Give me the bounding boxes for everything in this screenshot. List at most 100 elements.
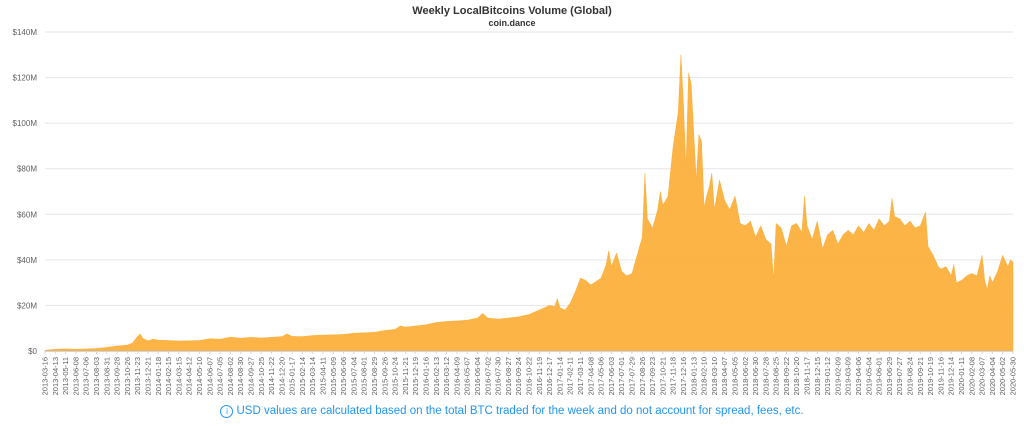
data-point (137, 335, 139, 337)
x-tick-label: 2020-03-07 (978, 357, 987, 395)
data-point (1002, 255, 1004, 257)
data-point (904, 225, 906, 227)
y-tick-label: $40M (17, 256, 37, 265)
data-point (806, 225, 808, 227)
data-point (889, 220, 891, 222)
data-point (724, 200, 726, 202)
data-point (497, 318, 499, 320)
data-point (652, 227, 654, 229)
volume-area-chart: $0 $20M $40M $60M $80M $100M $120M $140M 2013-0… (13, 28, 1018, 395)
data-point (997, 271, 999, 273)
data-point (701, 141, 703, 143)
x-tick-label: 2016-07-30 (494, 357, 503, 395)
x-tick-label: 2014-08-30 (236, 357, 245, 395)
chart-subtitle: coin.dance (488, 18, 536, 28)
data-point (696, 179, 698, 181)
x-tick-label: 2019-10-19 (926, 357, 935, 395)
data-point (106, 347, 108, 349)
x-tick-label: 2013-08-03 (92, 357, 101, 395)
x-tick-label: 2020-05-30 (1009, 357, 1018, 395)
x-tick-label: 2017-01-14 (555, 357, 564, 395)
x-tick-label: 2016-02-13 (432, 357, 441, 395)
series-area (44, 54, 1014, 352)
data-point (711, 173, 713, 175)
x-tick-label: 2017-04-08 (586, 357, 595, 395)
data-point (984, 280, 986, 282)
data-point (811, 239, 813, 241)
data-point (436, 322, 438, 324)
x-tick-label: 2014-05-10 (195, 357, 204, 395)
data-point (678, 111, 680, 113)
data-point (482, 313, 484, 315)
data-point (698, 134, 700, 136)
x-tick-label: 2014-01-18 (154, 357, 163, 395)
data-point (518, 316, 520, 318)
x-tick-label: 2019-04-06 (854, 357, 863, 395)
x-tick-label: 2013-04-13 (51, 357, 60, 395)
data-point (765, 239, 767, 241)
data-point (891, 198, 893, 200)
x-tick-label: 2018-12-15 (813, 357, 822, 395)
data-point (394, 329, 396, 331)
footnote: i USD values are calculated based on the … (0, 405, 1024, 418)
x-tick-label: 2018-06-30 (751, 357, 760, 395)
data-point (322, 334, 324, 336)
x-tick-label: 2013-12-21 (144, 357, 153, 395)
x-tick-label: 2019-11-16 (936, 357, 945, 395)
x-tick-label: 2016-08-27 (504, 357, 513, 395)
x-tick-label: 2018-03-10 (710, 357, 719, 395)
x-tick-label: 2014-10-25 (257, 357, 266, 395)
y-tick-label: $140M (13, 28, 38, 37)
data-point (508, 317, 510, 319)
y-tick-label: $120M (13, 74, 38, 83)
x-tick-label: 2014-08-02 (226, 357, 235, 395)
x-tick-label: 2017-07-29 (628, 357, 637, 395)
data-point (400, 325, 402, 327)
y-tick-label: $100M (13, 119, 38, 128)
x-tick-label: 2017-02-11 (566, 357, 575, 395)
data-point (832, 229, 834, 231)
data-point (286, 333, 288, 335)
data-point (729, 209, 731, 211)
data-point (75, 348, 77, 350)
data-point (847, 229, 849, 231)
data-point (456, 320, 458, 322)
x-tick-label: 2016-05-07 (463, 357, 472, 395)
data-point (384, 330, 386, 332)
data-point (966, 275, 968, 277)
data-point (240, 337, 242, 339)
x-tick-label: 2013-06-08 (71, 357, 80, 395)
x-tick-label: 2019-03-09 (844, 357, 853, 395)
x-tick-label: 2015-08-29 (370, 357, 379, 395)
data-point (801, 232, 803, 234)
y-tick-label: $60M (17, 210, 37, 219)
data-point (868, 223, 870, 225)
data-point (693, 134, 695, 136)
data-point (1010, 259, 1012, 261)
data-point (644, 173, 646, 175)
data-point (989, 275, 991, 277)
x-tick-label: 2018-04-07 (720, 357, 729, 395)
x-tick-label: 2019-06-01 (875, 357, 884, 395)
data-point (940, 268, 942, 270)
y-tick-label: $0 (28, 347, 37, 356)
x-tick-label: 2017-06-03 (607, 357, 616, 395)
x-tick-label: 2017-12-16 (679, 357, 688, 395)
data-point (281, 336, 283, 338)
x-tick-label: 2015-06-06 (339, 357, 348, 395)
data-point (152, 338, 154, 340)
x-tick-label: 2019-08-24 (906, 357, 915, 395)
series-area-fill (44, 54, 1014, 352)
data-point (770, 243, 772, 245)
x-tick-label: 2017-11-18 (669, 357, 678, 395)
data-point (927, 245, 929, 247)
x-tick-label: 2018-07-28 (761, 357, 770, 395)
data-point (554, 306, 556, 308)
data-point (822, 248, 824, 250)
data-point (863, 232, 865, 234)
data-point (55, 348, 57, 350)
data-point (580, 277, 582, 279)
data-point (853, 234, 855, 236)
data-point (199, 340, 201, 342)
x-tick-label: 2015-10-24 (391, 357, 400, 395)
